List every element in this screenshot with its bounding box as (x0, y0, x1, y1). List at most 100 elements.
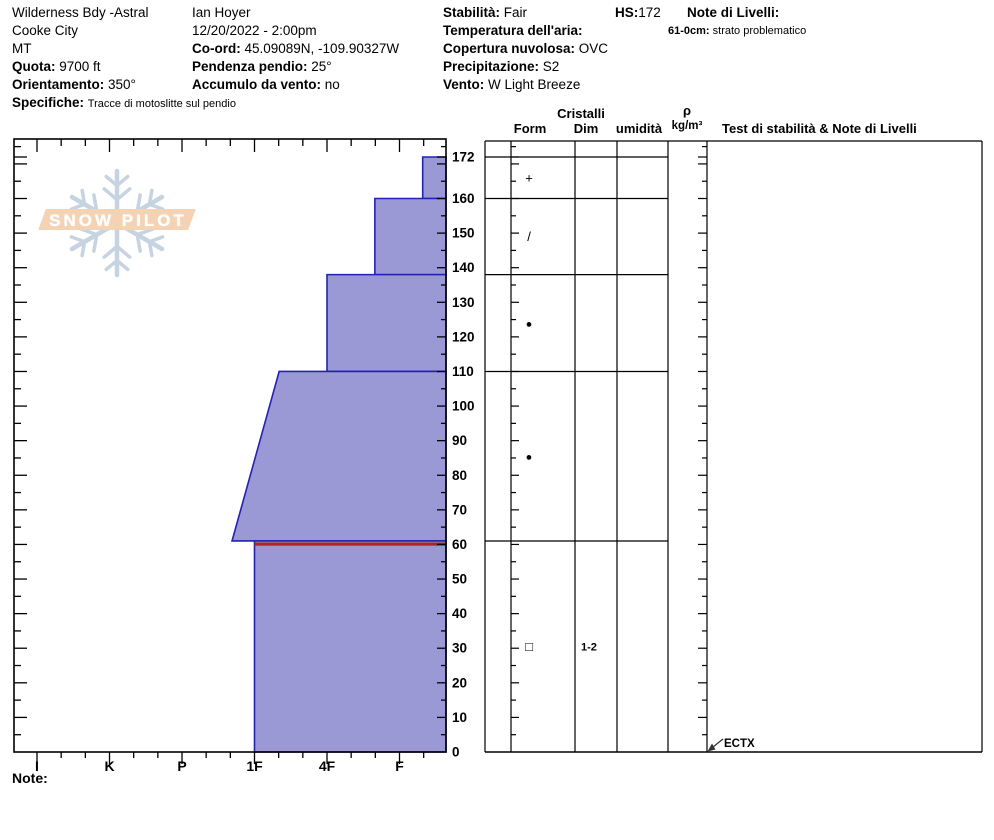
specifics-row: Specifiche: Tracce di motoslitte sul pen… (12, 95, 236, 111)
slope-angle-value: 25° (311, 59, 332, 74)
specifics-value: Tracce di motoslitte sul pendio (87, 98, 236, 110)
depth-tick-label: 30 (452, 641, 467, 656)
elevation-label: Quota: (12, 59, 56, 74)
stability-value: Fair (503, 5, 528, 20)
depth-tick-label: 20 (452, 675, 467, 690)
sky-cover-row: Copertura nuvolosa: OVC (443, 41, 608, 57)
grain-form-symbol-faceted-crystals: □ (525, 639, 533, 654)
chart-axes (13, 138, 447, 764)
observer-name: Ian Hoyer (192, 5, 251, 20)
problem-layer-line (254, 542, 446, 546)
coordinates-label: Co-ord: (192, 41, 241, 56)
density-symbol-header: ρ (682, 103, 692, 118)
stability-test-result: ECTX (724, 738, 755, 750)
depth-tick-label: 50 (452, 572, 467, 587)
depth-tick-label: 140 (452, 260, 475, 275)
humidity-column-header: umidità (615, 121, 663, 136)
coordinates-value: 45.09089N, -109.90327W (244, 41, 400, 56)
hardness-tick-label: I (35, 758, 39, 774)
precipitation-row: Precipitazione: S2 (443, 59, 559, 75)
depth-tick-label: 60 (452, 537, 467, 552)
depth-tick-label: 120 (452, 329, 475, 344)
crystal-form-symbols: + / ● ● □ 1-2 (525, 170, 597, 654)
layer-note-row: 61-0cm: strato problematico (668, 25, 806, 38)
snow-layer (253, 540, 447, 753)
layer-note-text: strato problematico (712, 25, 807, 37)
grain-form-symbol-decomposing-fragments: / (527, 229, 531, 244)
note-label: Note: (12, 770, 48, 786)
depth-tick-label: 10 (452, 710, 467, 725)
depth-tick-label: 110 (452, 364, 474, 379)
logo-text: SNOW PILOT (49, 211, 187, 230)
precipitation-value: S2 (542, 59, 560, 74)
snow-layers (230, 156, 447, 753)
elevation-value: 9700 ft (59, 59, 101, 74)
site-state: MT (12, 41, 32, 56)
site-city: Cooke City (12, 23, 79, 38)
depth-tick-label: 172 (452, 150, 475, 165)
wind-loading-value: no (324, 77, 340, 92)
crystals-header: Cristalli (557, 106, 605, 121)
depth-tick-label: 150 (452, 226, 475, 241)
grain-form-symbol-rounded-grains: ● (526, 319, 533, 331)
stability-test-annotation: ECTX (707, 738, 755, 752)
grain-form-symbol-precipitation-particles: + (525, 170, 533, 185)
grain-size-value: 1-2 (581, 641, 597, 653)
depth-tick-label: 130 (452, 295, 475, 310)
hardness-tick-label: 1F (246, 758, 263, 774)
grain-form-symbol-rounded-grains: ● (526, 452, 533, 464)
depth-axis-labels: 1721601501401301201101009080706050403020… (452, 150, 475, 760)
form-column-header: Form (513, 121, 547, 136)
wind-loading-label: Accumulo da vento: (192, 77, 322, 92)
snow-layer (230, 370, 447, 542)
crystals-table-grid (484, 140, 983, 753)
sky-cover-label: Copertura nuvolosa: (443, 41, 576, 56)
snow-height-label: HS: (615, 5, 639, 20)
specifics-label: Specifiche: (12, 95, 85, 110)
dim-column-header: Dim (573, 121, 599, 136)
hardness-tick-label: K (104, 758, 114, 774)
snow-layer (374, 197, 447, 276)
wind-row: Vento: W Light Breeze (443, 77, 580, 93)
hardness-tick-label: 4F (319, 758, 336, 774)
sky-cover-value: OVC (578, 41, 609, 56)
depth-tick-label: 0 (452, 745, 460, 760)
snow-layer (421, 156, 447, 200)
depth-tick-label: 70 (452, 502, 467, 517)
stability-row: Stabilità: Fair (443, 5, 527, 21)
coordinates-row: Co-ord: 45.09089N, -109.90327W (192, 41, 399, 57)
density-units-header: kg/m³ (671, 120, 703, 132)
depth-tick-label: 160 (452, 191, 475, 206)
aspect-label: Orientamento: (12, 77, 105, 92)
hardness-tick-label: P (177, 758, 186, 774)
slope-angle-row: Pendenza pendio: 25° (192, 59, 332, 75)
stability-tests-header: Test di stabilità & Note di Livelli (722, 121, 917, 136)
air-temp-label: Temperatura dell'aria: (443, 23, 583, 38)
depth-tick-label: 80 (452, 468, 467, 483)
wind-label: Vento: (443, 77, 485, 92)
site-name: Wilderness Bdy -Astral (12, 5, 149, 20)
slope-angle-label: Pendenza pendio: (192, 59, 308, 74)
ectx-arrow-head (707, 743, 716, 752)
depth-tick-label: 40 (452, 606, 467, 621)
wind-value: W Light Breeze (488, 77, 581, 92)
hardness-axis-labels: I K P 1F 4F F (35, 758, 404, 774)
snow-layer (326, 273, 447, 373)
snow-height-row: HS:172 (615, 5, 661, 21)
hardness-tick-label: F (395, 758, 404, 774)
depth-tick-label: 90 (452, 433, 467, 448)
elevation-row: Quota: 9700 ft (12, 59, 101, 75)
stability-label: Stabilità: (443, 5, 501, 20)
layer-note-depth: 61-0cm: (668, 25, 710, 37)
precipitation-label: Precipitazione: (443, 59, 540, 74)
layer-notes-header: Note di Livelli: (687, 5, 780, 20)
aspect-value: 350° (108, 77, 136, 92)
observation-datetime: 12/20/2022 - 2:00pm (192, 23, 317, 38)
aspect-row: Orientamento: 350° (12, 77, 136, 93)
air-temp-row: Temperatura dell'aria: (443, 23, 583, 39)
ectx-arrow-line (712, 738, 724, 748)
wind-loading-row: Accumulo da vento: no (192, 77, 340, 93)
snow-height-value: 172 (638, 5, 661, 20)
